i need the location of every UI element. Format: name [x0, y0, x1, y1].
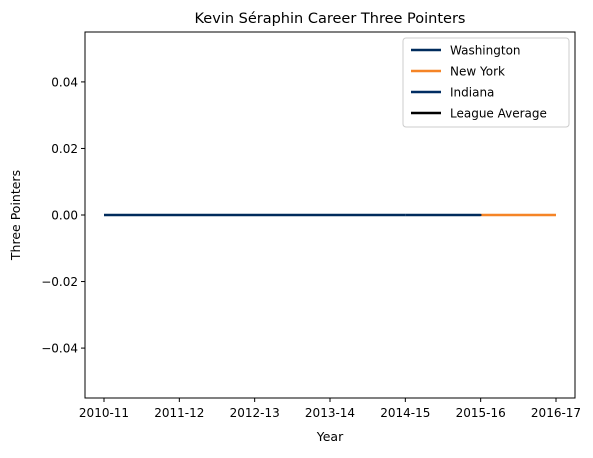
x-tick-label: 2016-17: [531, 406, 581, 420]
legend-label: League Average: [450, 107, 547, 121]
x-tick-label: 2010-11: [79, 406, 129, 420]
legend-label: New York: [450, 65, 505, 79]
x-tick-label: 2015-16: [456, 406, 506, 420]
y-axis: −0.04 −0.02 0.00 0.02 0.04: [41, 75, 85, 356]
legend-label: Indiana: [450, 86, 494, 100]
y-axis-label: Three Pointers: [8, 170, 23, 261]
y-tick-label: −0.04: [41, 342, 78, 356]
y-tick-label: 0.04: [51, 75, 78, 89]
x-tick-label: 2014-15: [380, 406, 430, 420]
x-tick-label: 2013-14: [305, 406, 355, 420]
y-tick-label: 0.02: [51, 142, 78, 156]
y-tick-label: 0.00: [51, 209, 78, 223]
x-tick-label: 2011-12: [154, 406, 204, 420]
x-axis-label: Year: [316, 429, 344, 444]
x-axis: 2010-11 2011-12 2012-13 2013-14 2014-15 2015-…: [79, 398, 581, 420]
legend: Washington New York Indiana League Average: [402, 37, 570, 128]
chart-title: Kevin Séraphin Career Three Pointers: [195, 11, 466, 27]
legend-box: [402, 37, 570, 128]
y-tick-label: −0.02: [41, 275, 78, 289]
x-tick-label: 2012-13: [230, 406, 280, 420]
legend-label: Washington: [450, 44, 521, 58]
